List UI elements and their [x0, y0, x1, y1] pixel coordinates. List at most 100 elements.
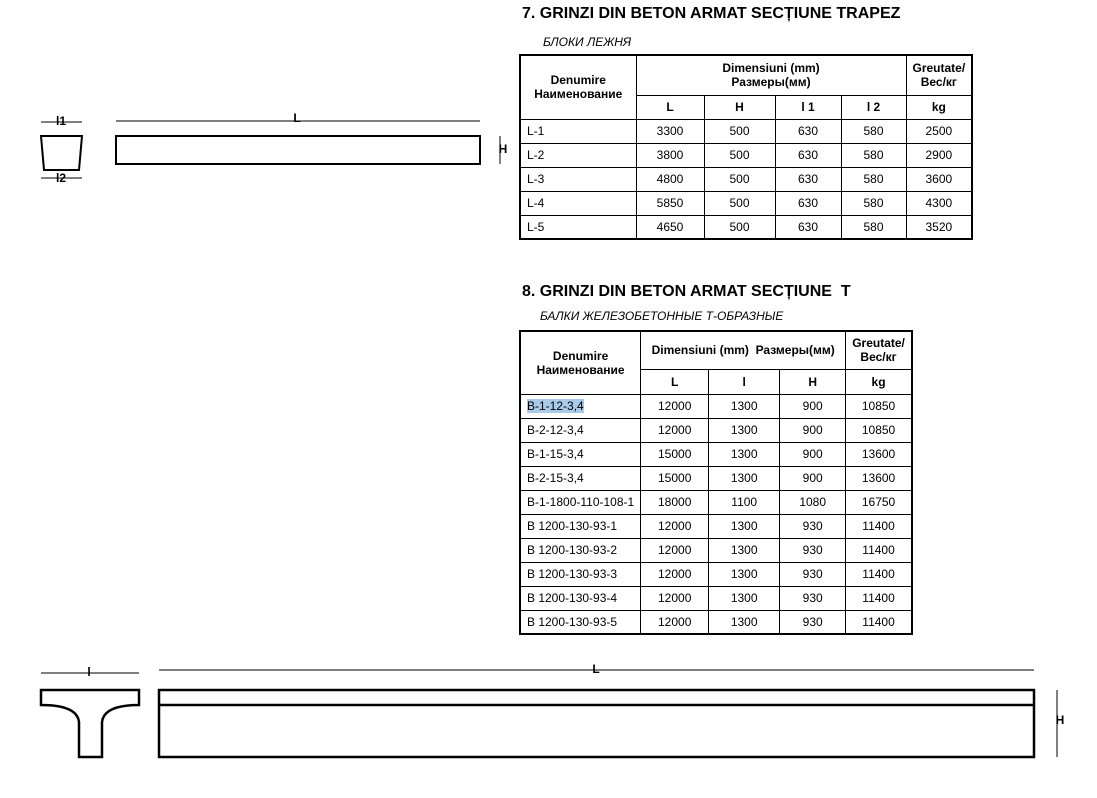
header-text: Greutate/ — [912, 61, 966, 76]
section-title: 8. GRINZI DIN BETON ARMAT SECȚIUNE T — [522, 283, 851, 300]
cell-text: B-1-12-3,4 — [527, 399, 584, 413]
cell-text: B 1200-130-93-2 — [527, 543, 618, 557]
beam — [157, 688, 1036, 759]
value-cell: 580 — [840, 142, 907, 168]
dimension-label: L — [293, 111, 300, 125]
name-cell: B-2-12-3,4 — [519, 417, 642, 443]
value-cell: 12000 — [640, 609, 710, 635]
column-header: H — [779, 368, 847, 395]
value-cell: 12000 — [640, 537, 710, 563]
value-cell: 4800 — [635, 166, 705, 192]
section-subtitle: БЛОКИ ЛЕЖНЯ — [543, 35, 632, 49]
data-row: B-1-1800-110-108-1 18000 1100 1080 16750 — [519, 489, 913, 515]
value-cell: 900 — [779, 441, 847, 467]
name-cell: B 1200-130-93-3 — [519, 561, 642, 587]
value-cell: 500 — [703, 190, 776, 216]
value-cell: 1300 — [708, 441, 781, 467]
table: Denumire Наименование Dimensiuni (mm) Разме… — [519, 54, 974, 240]
header-text: Dimensiuni (mm) — [722, 61, 820, 76]
value-cell: 630 — [774, 190, 842, 216]
header-cell: Denumire Наименование — [519, 54, 637, 120]
dimension-label: l — [87, 665, 90, 679]
value-cell: 13600 — [845, 465, 913, 491]
header-cell: Greutate/Вес/кг — [905, 54, 973, 96]
value-cell: 1300 — [708, 513, 781, 539]
value-cell: 1300 — [708, 561, 781, 587]
data-row: L-2 3800 500 630 580 2900 — [519, 142, 973, 168]
value-cell: 1300 — [708, 609, 781, 635]
value-cell: 12000 — [640, 585, 710, 611]
cell-text: L-2 — [527, 148, 545, 162]
trapezoid-section — [39, 135, 84, 171]
column-header: l 2 — [840, 94, 907, 120]
header-cell: Denumire Наименование — [519, 330, 642, 395]
data-row: L-1 3300 500 630 580 2500 — [519, 118, 973, 144]
dimension-label: l1 — [56, 114, 66, 128]
value-cell: 930 — [779, 537, 847, 563]
value-cell: 5850 — [635, 190, 705, 216]
dimension-label: L — [592, 662, 599, 676]
data-row: B-1-12-3,4 12000 1300 900 10850 — [519, 393, 913, 419]
value-cell: 16750 — [845, 489, 913, 515]
value-cell: 12000 — [640, 417, 710, 443]
cell-text: B 1200-130-93-4 — [527, 591, 618, 605]
value-cell: 900 — [779, 417, 847, 443]
header-text: Вес/кг — [920, 75, 957, 90]
value-cell: 11400 — [845, 585, 913, 611]
cell-text: B 1200-130-93-5 — [527, 614, 618, 629]
data-row: L-4 5850 500 630 580 4300 — [519, 190, 973, 216]
value-cell: 2500 — [905, 118, 973, 144]
name-cell: B 1200-130-93-2 — [519, 537, 642, 563]
header-text: Denumire — [550, 73, 606, 88]
value-cell: 15000 — [640, 465, 710, 491]
value-cell: 12000 — [640, 393, 710, 419]
name-cell: B 1200-130-93-5 — [519, 609, 642, 635]
value-cell: 500 — [703, 142, 776, 168]
value-cell: 900 — [779, 465, 847, 491]
value-cell: 13600 — [845, 441, 913, 467]
header-row: Denumire Наименование Dimensiuni (mm) Разм… — [519, 330, 913, 395]
cell-text: L-5 — [527, 219, 545, 234]
header-text: Denumire — [552, 348, 609, 363]
value-cell: 12000 — [640, 513, 710, 539]
value-cell: 10850 — [845, 417, 913, 443]
value-cell: 930 — [779, 609, 847, 635]
name-cell: B-2-15-3,4 — [519, 465, 642, 491]
header-cell: Dimensiuni (mm) Размеры(мм) — [640, 330, 847, 370]
value-cell: 11400 — [845, 609, 913, 635]
data-row: B 1200-130-93-1 12000 1300 930 11400 — [519, 513, 913, 539]
cell-text: B-1-15-3,4 — [527, 447, 584, 461]
name-cell: L-3 — [519, 166, 637, 192]
value-cell: 10850 — [845, 393, 913, 419]
value-cell: 11400 — [845, 561, 913, 587]
value-cell: 900 — [779, 393, 847, 419]
data-row: L-5 4650 500 630 580 3520 — [519, 214, 973, 240]
t-diagram — [39, 669, 1058, 759]
data-row: B 1200-130-93-5 12000 1300 930 11400 — [519, 609, 913, 635]
value-cell: 12000 — [640, 561, 710, 587]
data-row: B 1200-130-93-2 12000 1300 930 11400 — [519, 537, 913, 563]
value-cell: 1100 — [708, 489, 781, 515]
value-cell: 930 — [779, 513, 847, 539]
value-cell: 1300 — [708, 537, 781, 563]
value-cell: 3600 — [905, 166, 973, 192]
name-cell: B 1200-130-93-4 — [519, 585, 642, 611]
t-section — [39, 688, 141, 759]
dimension-label: H — [1056, 713, 1065, 727]
data-row: B 1200-130-93-4 12000 1300 930 11400 — [519, 585, 913, 611]
header-cell: Greutate/Вес/кг — [845, 330, 913, 370]
section-subtitle: БАЛКИ ЖЕЛЕЗОБЕТОННЫЕ Т-ОБРАЗНЫЕ — [540, 309, 784, 323]
table: Denumire Наименование Dimensiuni (mm) Разм… — [519, 330, 913, 635]
cell-text: B-2-15-3,4 — [527, 471, 584, 485]
value-cell: 2900 — [905, 142, 973, 168]
cell-text: B 1200-130-93-3 — [527, 567, 618, 581]
column-header: kg — [845, 368, 913, 395]
value-cell: 3520 — [905, 214, 973, 240]
value-cell: 500 — [703, 214, 776, 240]
header-text: Размеры(мм) — [731, 75, 811, 90]
value-cell: 630 — [774, 166, 842, 192]
value-cell: 580 — [840, 214, 907, 240]
beam — [115, 135, 481, 165]
column-header: l 1 — [774, 94, 842, 120]
